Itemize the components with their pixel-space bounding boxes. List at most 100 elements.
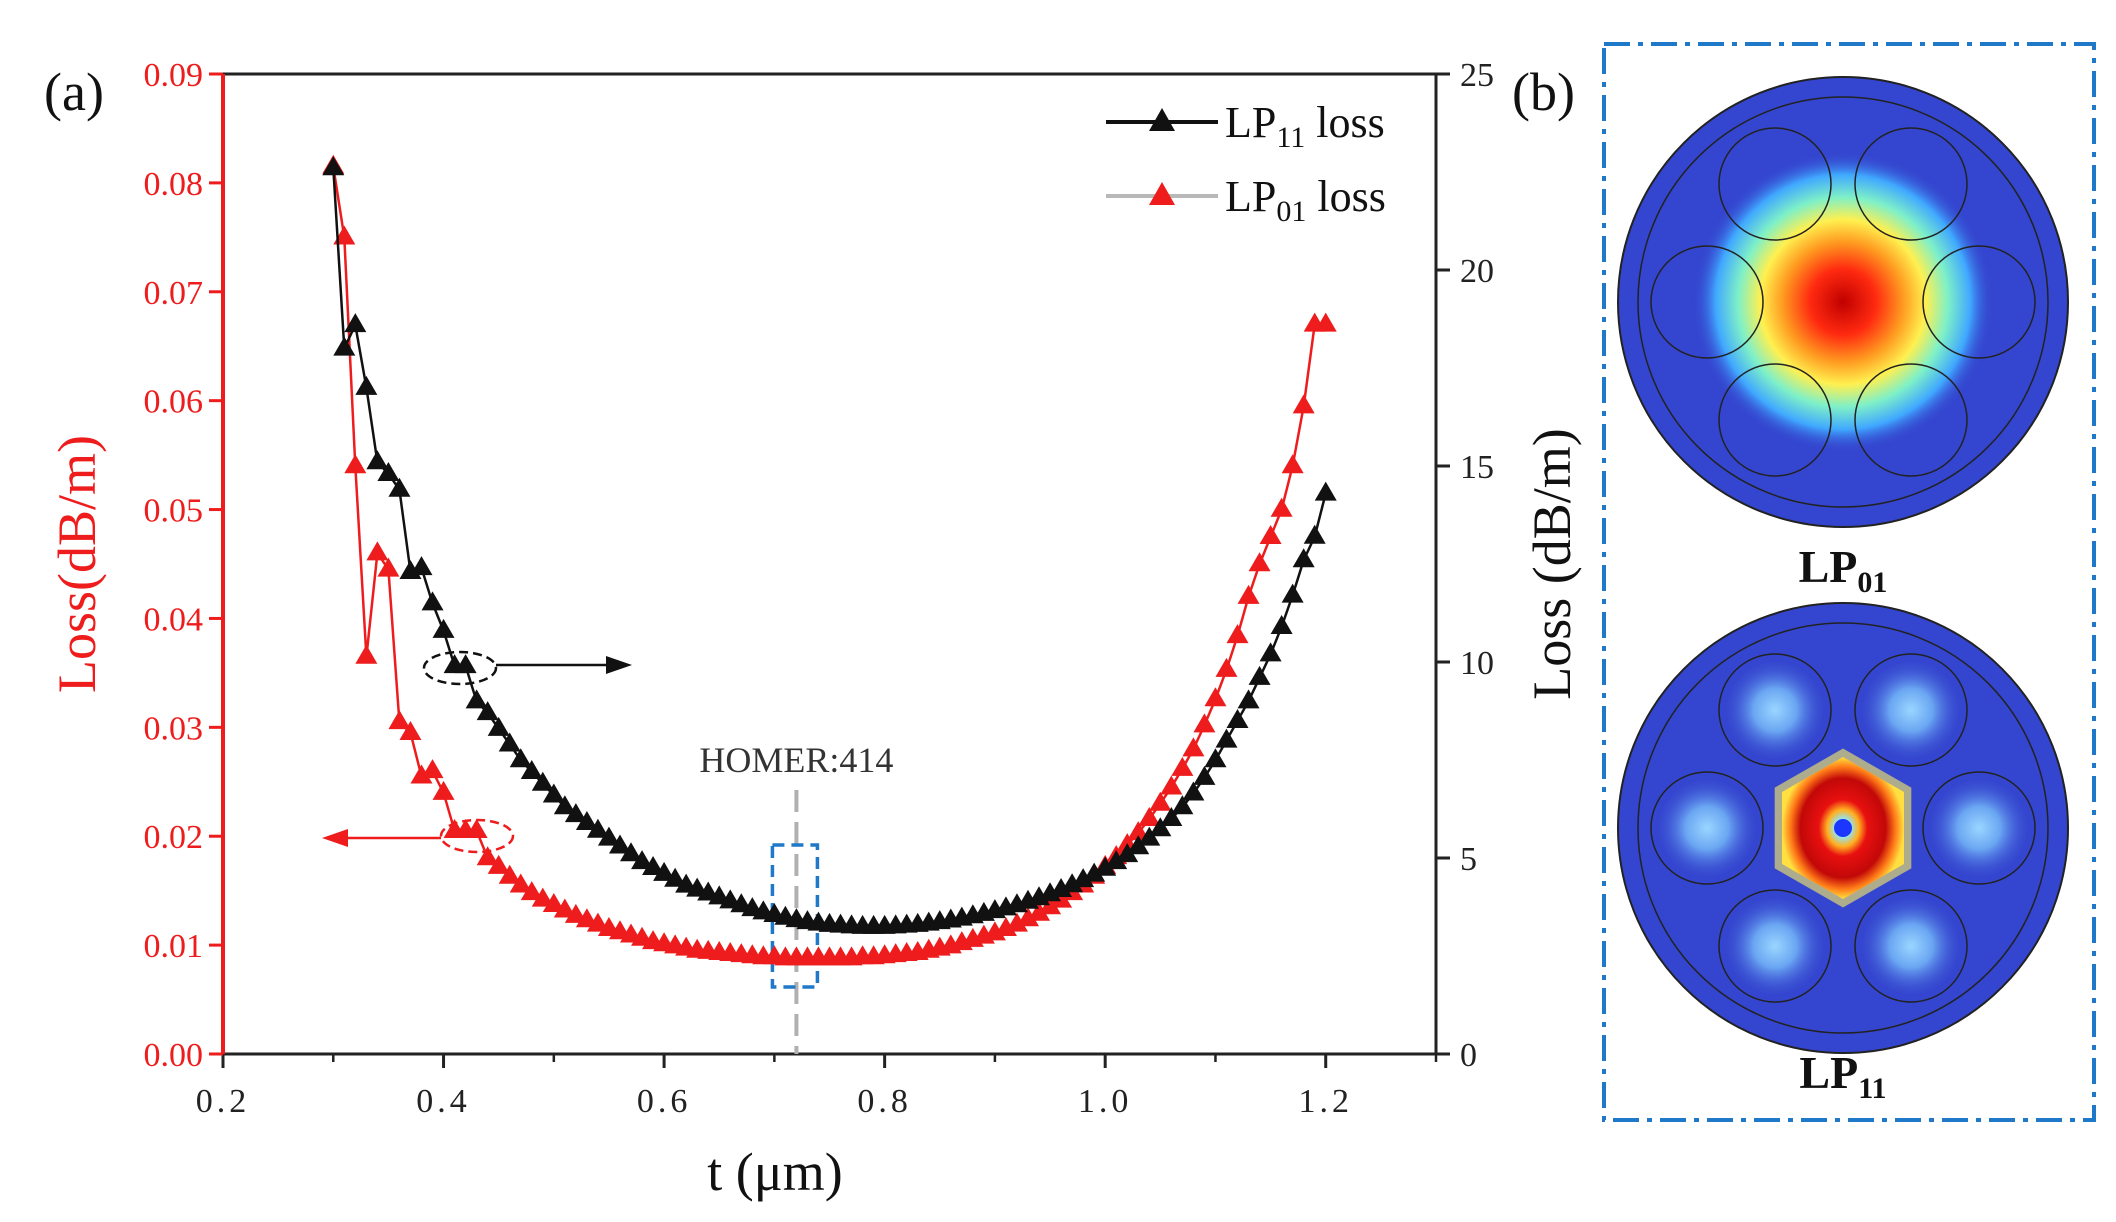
homer-annotation: HOMER:414 bbox=[699, 740, 893, 780]
series-marker bbox=[1292, 394, 1315, 414]
series-marker bbox=[664, 867, 687, 887]
left-tick-label: 0.01 bbox=[144, 928, 204, 965]
series-marker bbox=[1259, 524, 1282, 544]
series-marker bbox=[476, 701, 499, 721]
left-tick-label: 0.02 bbox=[144, 819, 204, 856]
lp01-label-base: LP bbox=[1799, 541, 1858, 592]
legend-lp01-base: LP bbox=[1225, 172, 1276, 221]
series-marker bbox=[344, 454, 367, 474]
series-marker bbox=[355, 644, 378, 664]
lp01-mode-label: LP01 bbox=[1799, 541, 1888, 599]
series-marker bbox=[1248, 552, 1271, 572]
series-marker bbox=[1281, 583, 1304, 603]
series-marker bbox=[1083, 862, 1106, 882]
series-marker bbox=[620, 842, 643, 862]
series-marker bbox=[553, 898, 576, 918]
series-marker bbox=[1226, 709, 1249, 729]
legend-lp01-sub: 01 bbox=[1276, 195, 1306, 228]
right-tick-label: 10 bbox=[1460, 645, 1494, 682]
series-marker bbox=[564, 803, 587, 823]
legend-lp01-suffix: loss bbox=[1306, 172, 1385, 221]
series-marker bbox=[520, 759, 543, 779]
series-marker bbox=[432, 618, 455, 638]
series-marker bbox=[653, 861, 676, 881]
left-tick-label: 0.06 bbox=[144, 384, 204, 421]
series-marker bbox=[454, 654, 477, 674]
series-marker bbox=[1061, 873, 1084, 893]
left-tick-label: 0.09 bbox=[144, 57, 204, 94]
series-marker bbox=[1314, 312, 1337, 332]
series-marker bbox=[1149, 791, 1172, 811]
series-marker bbox=[1105, 850, 1128, 870]
series-marker bbox=[1193, 713, 1216, 733]
series-marker bbox=[586, 818, 609, 838]
legend-lp11-marker bbox=[1149, 108, 1175, 131]
series-marker bbox=[531, 771, 554, 791]
lp11-label-sub: 11 bbox=[1858, 1072, 1886, 1105]
series-marker bbox=[1138, 807, 1161, 827]
right-tick-label: 0 bbox=[1460, 1037, 1477, 1074]
series-marker bbox=[388, 477, 411, 497]
right-tick-label: 20 bbox=[1460, 253, 1494, 290]
series-marker bbox=[608, 834, 631, 854]
series-marker bbox=[1215, 728, 1238, 748]
legend-lp11-sub: 11 bbox=[1276, 121, 1305, 154]
series-marker bbox=[1292, 548, 1315, 568]
series-marker bbox=[1237, 689, 1260, 709]
left-tick-label: 0.00 bbox=[144, 1037, 204, 1074]
lp11-indicator-ellipse bbox=[422, 650, 498, 686]
series-marker bbox=[498, 732, 521, 752]
series-marker bbox=[1303, 524, 1326, 544]
series-marker bbox=[355, 375, 378, 395]
series-marker bbox=[399, 720, 422, 740]
series-marker bbox=[542, 893, 565, 913]
lp01-label-sub: 01 bbox=[1857, 566, 1887, 599]
right-tick-label: 25 bbox=[1460, 57, 1494, 94]
panel-b-frame bbox=[1602, 42, 2096, 1122]
series-marker bbox=[1226, 624, 1249, 644]
series-marker bbox=[1314, 481, 1337, 501]
legend-lp11-base: LP bbox=[1225, 98, 1276, 147]
left-tick-label: 0.04 bbox=[144, 601, 204, 638]
series-marker bbox=[410, 556, 433, 576]
panel-b-label: (b) bbox=[1512, 62, 1575, 122]
series-marker bbox=[1127, 835, 1150, 855]
series-marker bbox=[1270, 614, 1293, 634]
series-marker bbox=[1182, 737, 1205, 757]
series-marker bbox=[1028, 901, 1051, 921]
series-marker bbox=[388, 710, 411, 730]
series-marker bbox=[642, 856, 665, 876]
lp11-label-base: LP bbox=[1799, 1047, 1858, 1098]
series-marker bbox=[509, 748, 532, 768]
series-marker bbox=[1270, 497, 1293, 517]
series-marker bbox=[1248, 665, 1271, 685]
series-marker bbox=[1193, 765, 1216, 785]
series-marker bbox=[1215, 657, 1238, 677]
series-marker bbox=[1039, 895, 1062, 915]
series-marker bbox=[377, 557, 400, 577]
x-tick-label: 0.2 bbox=[196, 1083, 251, 1120]
x-tick-label: 1.2 bbox=[1298, 1083, 1353, 1120]
legend: LP11 loss LP01 loss bbox=[1106, 98, 1386, 228]
series-marker bbox=[531, 887, 554, 907]
series-marker bbox=[1160, 807, 1183, 827]
series-line bbox=[332, 166, 1326, 960]
series-marker bbox=[1138, 826, 1161, 846]
series-marker bbox=[1204, 748, 1227, 768]
series-marker bbox=[366, 450, 389, 470]
left-axis-ticks: 0.00 0.01 0.02 0.03 0.04 0.05 0.06 0.07 0.08 0.09 bbox=[144, 57, 223, 1074]
series-marker bbox=[1281, 454, 1304, 474]
lp11-mode-label: LP11 bbox=[1799, 1047, 1886, 1105]
series-marker bbox=[322, 156, 345, 176]
series-marker bbox=[509, 873, 532, 893]
lp11-mode-image bbox=[1617, 602, 2069, 1054]
series-marker bbox=[366, 541, 389, 561]
series-marker bbox=[1116, 843, 1139, 863]
legend-lp11-suffix: loss bbox=[1305, 98, 1384, 147]
chart-area: 0.2 0.4 0.6 0.8 1.0 1.2 0.000.010.020.030.040… bbox=[47, 57, 1582, 1202]
panel-b: LP01 LP11 bbox=[1602, 42, 2096, 1122]
lp01-loss-series bbox=[322, 154, 1337, 966]
series-marker bbox=[1149, 817, 1172, 837]
series-marker bbox=[344, 313, 367, 333]
